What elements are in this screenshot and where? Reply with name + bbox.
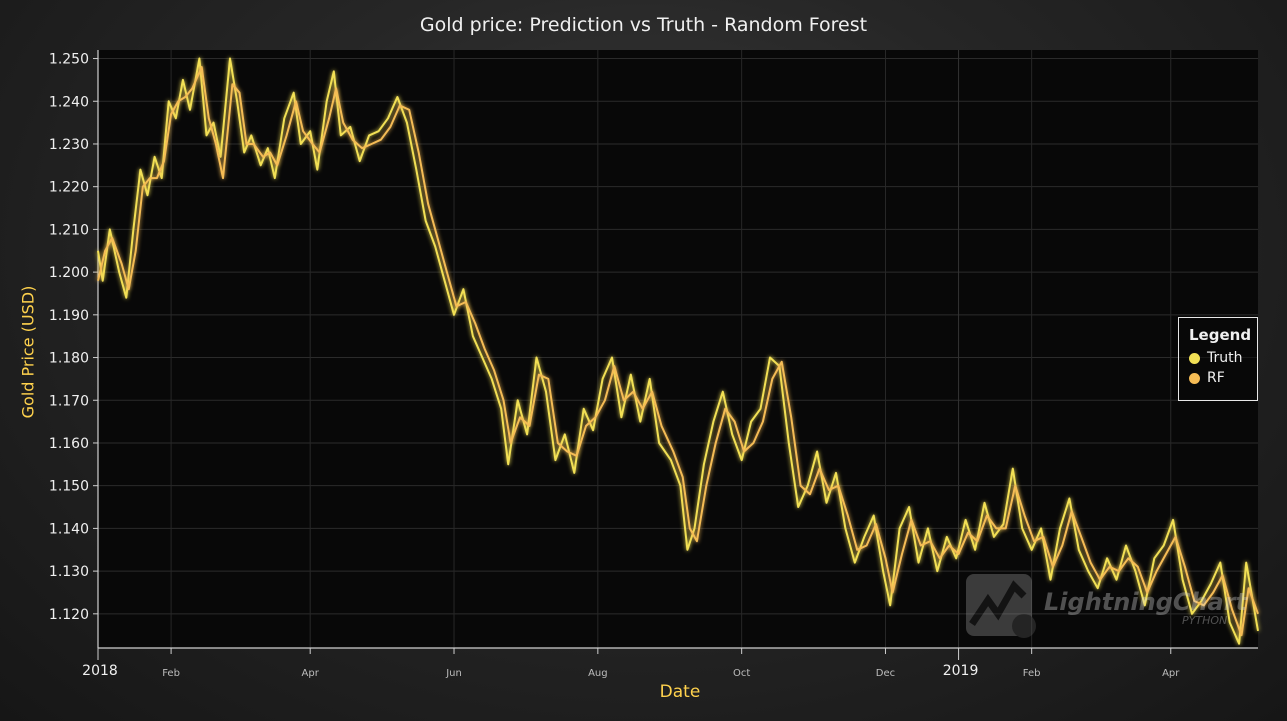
y-tick-label: 1.170 [49, 393, 89, 409]
plot-area[interactable] [98, 50, 1258, 648]
legend-label-rf: RF [1207, 370, 1225, 386]
chart-title: Gold price: Prediction vs Truth - Random… [419, 14, 868, 36]
y-tick-label: 1.140 [49, 521, 89, 537]
grid-lines [97, 50, 1258, 648]
x-tick-label: Feb [1023, 668, 1041, 679]
watermark-text: LightningChart [1044, 588, 1248, 616]
y-tick-label: 1.220 [49, 180, 89, 196]
watermark: LightningChart PYTHON [962, 566, 1262, 642]
y-axis-label: Gold Price (USD) [18, 285, 38, 419]
legend-title: Legend [1189, 326, 1252, 344]
series-group [97, 57, 1259, 645]
x-axis-label: Date [659, 682, 701, 702]
y-tick-label: 1.130 [49, 564, 89, 580]
x-tick-label: 2018 [82, 663, 118, 679]
x-tick-label: Feb [162, 668, 180, 679]
x-tick-label: Aug [588, 668, 608, 679]
y-tick-label: 1.210 [49, 222, 89, 238]
y-tick-label: 1.240 [49, 94, 89, 110]
legend-item-rf[interactable]: RF [1189, 370, 1247, 386]
x-tick-label: Apr [302, 668, 320, 679]
x-tick-label: 2019 [943, 663, 979, 679]
y-tick-label: 1.190 [49, 308, 89, 324]
watermark-subtext: PYTHON [1182, 614, 1228, 627]
legend-swatch-truth [1189, 352, 1200, 364]
x-axis-ticks: 2018 Feb Apr Jun Aug Oct Dec 2019 Feb Apr [82, 648, 1180, 679]
legend-swatch-rf [1189, 372, 1200, 384]
y-tick-label: 1.250 [49, 52, 89, 68]
x-tick-label: Dec [876, 668, 895, 679]
y-tick-label: 1.120 [49, 607, 89, 623]
lightningchart-logo-icon [966, 574, 1036, 638]
y-tick-label: 1.230 [49, 137, 89, 153]
legend-label-truth: Truth [1207, 350, 1243, 366]
axes [97, 50, 1258, 649]
y-tick-label: 1.180 [49, 351, 89, 367]
series-line-rf [97, 66, 1259, 637]
x-tick-label: Apr [1162, 668, 1180, 679]
y-axis-ticks: 1.120 1.130 1.140 1.150 1.160 1.170 1.180 1.190… [49, 52, 98, 623]
y-tick-label: 1.150 [49, 479, 89, 495]
x-tick-label: Jun [445, 668, 462, 679]
legend[interactable]: Legend Truth RF [1178, 317, 1258, 401]
legend-item-truth[interactable]: Truth [1189, 350, 1247, 366]
x-tick-label: Oct [733, 668, 750, 679]
y-tick-label: 1.160 [49, 436, 89, 452]
y-tick-label: 1.200 [49, 265, 89, 281]
